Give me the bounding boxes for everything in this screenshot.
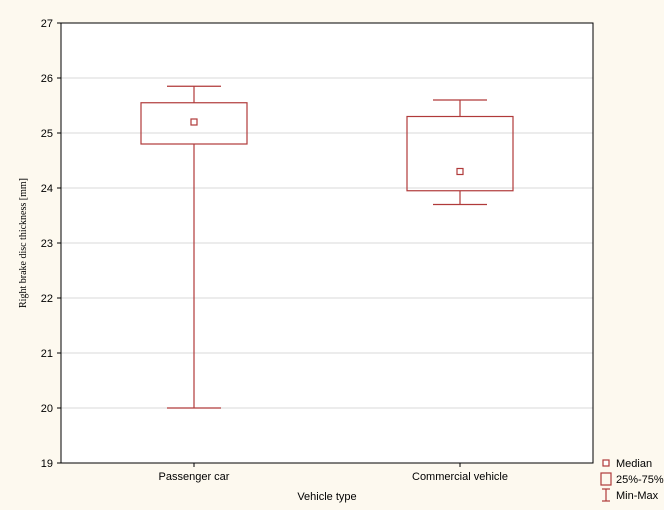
y-ticks: 19 20 21 22 23 24 25 26 27 xyxy=(41,18,61,470)
legend-median-icon xyxy=(602,459,610,467)
y-tick-label: 25 xyxy=(41,128,53,140)
y-tick-label: 27 xyxy=(41,18,53,30)
y-tick-label: 23 xyxy=(41,238,53,250)
box-1 xyxy=(406,99,514,206)
x-axis-label: Vehicle type xyxy=(297,491,356,503)
y-axis-label: Right brake disc thickness [mm] xyxy=(18,178,29,308)
y-tick-label: 26 xyxy=(41,73,53,85)
y-tick-label: 22 xyxy=(41,293,53,305)
y-tick-label: 19 xyxy=(41,458,53,470)
median-marker xyxy=(456,167,464,176)
legend-label: 25%-75% xyxy=(616,474,664,486)
x-ticks: Passenger car Commercial vehicle xyxy=(159,463,508,483)
legend-item-median: Median xyxy=(602,458,652,470)
boxes-layer xyxy=(140,85,514,409)
y-tick-label: 20 xyxy=(41,403,53,415)
legend-item-box: 25%-75% xyxy=(600,472,664,486)
box-0 xyxy=(140,85,248,409)
iqr-box xyxy=(140,102,248,145)
legend-item-whisker: Min-Max xyxy=(602,488,659,502)
iqr-box xyxy=(406,115,514,192)
grid-lines xyxy=(61,77,593,409)
x-tick-label: Passenger car xyxy=(159,471,230,483)
median-marker xyxy=(190,118,198,126)
legend-label: Median xyxy=(616,458,652,470)
legend-box-icon xyxy=(600,472,612,486)
legend-label: Min-Max xyxy=(616,490,659,502)
x-tick-label: Commercial vehicle xyxy=(412,471,508,483)
y-tick-label: 24 xyxy=(41,183,53,195)
y-tick-label: 21 xyxy=(41,348,53,360)
legend: Median 25%-75% Min-Max xyxy=(600,458,664,502)
